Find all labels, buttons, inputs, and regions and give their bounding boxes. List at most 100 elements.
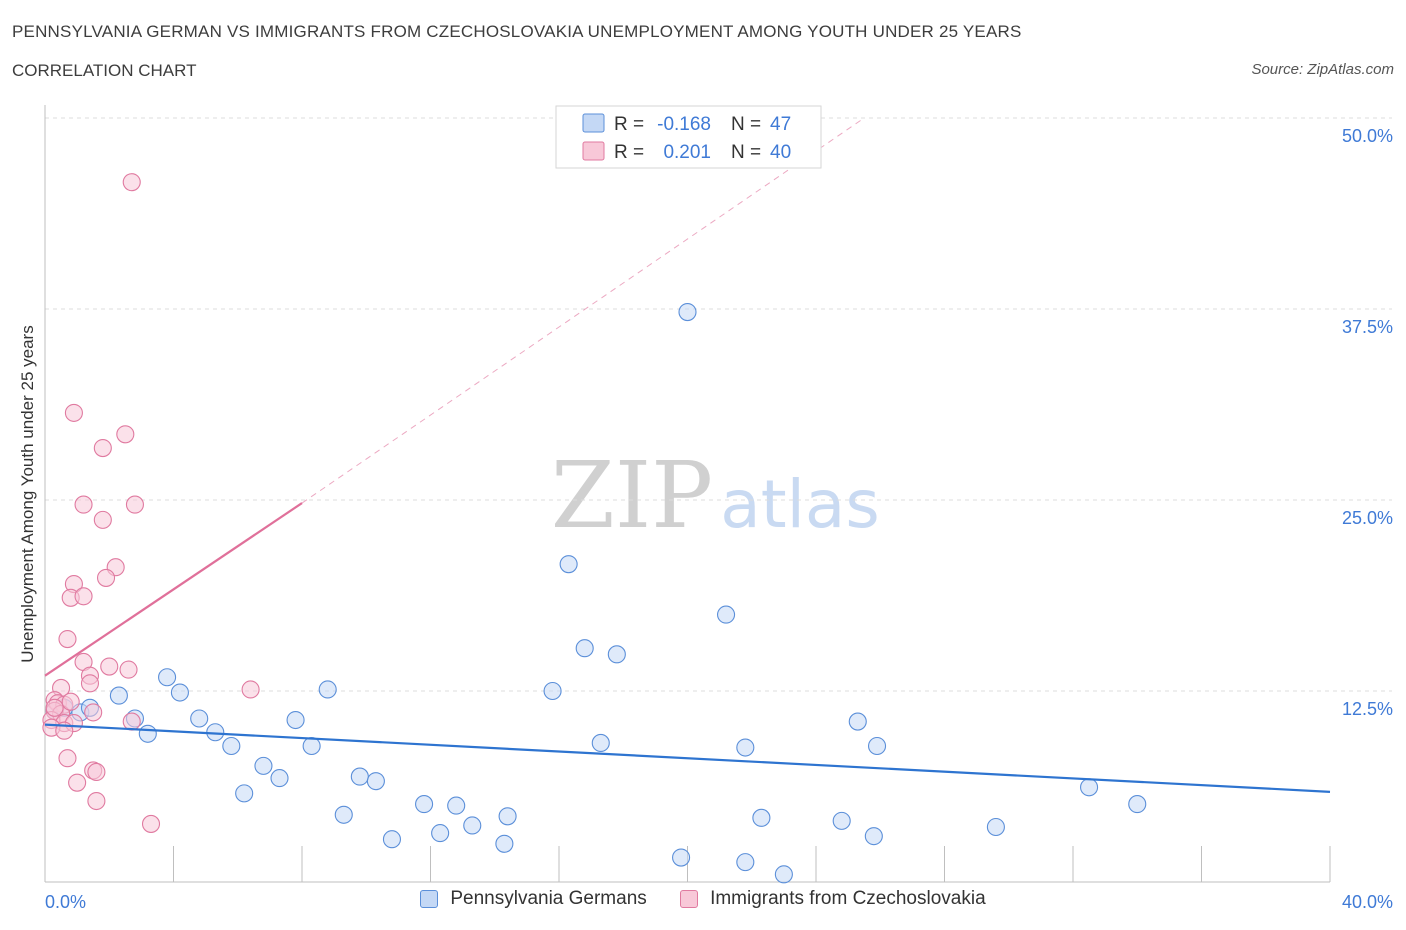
point-blue-8 <box>190 709 209 728</box>
point-blue-23 <box>447 796 466 815</box>
point-blue-39 <box>832 811 851 830</box>
stats-legend: R = -0.168 N = 47 R = 0.201 N = 40 <box>555 105 822 169</box>
series-pink <box>42 173 260 833</box>
y-tick-label-0: 12.5% <box>1342 699 1393 719</box>
point-blue-30 <box>591 733 610 753</box>
point-blue-44 <box>1080 778 1099 797</box>
point-pink-1 <box>64 403 83 422</box>
x-tick-label-max: 40.0% <box>1342 892 1393 912</box>
point-pink-39 <box>61 692 80 711</box>
point-blue-34 <box>716 605 736 624</box>
point-pink-12 <box>58 629 77 649</box>
legend-blue-r-value: -0.168 <box>657 114 711 135</box>
point-blue-38 <box>774 865 793 884</box>
point-blue-45 <box>1128 795 1147 814</box>
point-blue-33 <box>678 303 697 322</box>
point-blue-14 <box>286 710 305 730</box>
tick-labels: 12.5% 25.0% 37.5% 50.0% 0.0% 40.0% <box>45 126 1393 912</box>
y-tick-label-2: 37.5% <box>1342 317 1393 337</box>
x-tick-label-min: 0.0% <box>45 892 86 912</box>
chart-subtitle: CORRELATION CHART <box>12 61 197 80</box>
point-pink-17 <box>80 674 100 693</box>
point-pink-9 <box>96 568 116 587</box>
data-points <box>42 173 1147 884</box>
legend-pink-swatch <box>582 141 605 161</box>
point-pink-0 <box>122 173 141 192</box>
legend-label-czechoslovakia: Immigrants from Czechoslovakia <box>710 888 986 909</box>
legend-pink-r-label: R = <box>614 142 644 163</box>
point-blue-41 <box>864 827 883 846</box>
legend-item-czechoslovakia: Immigrants from Czechoslovakia <box>680 888 986 910</box>
legend-item-pennsylvania-germans: Pennsylvania Germans <box>420 888 647 910</box>
point-pink-29 <box>122 712 141 731</box>
watermark-atlas: atlas <box>720 466 880 543</box>
gridlines <box>45 117 1392 882</box>
point-blue-28 <box>559 555 578 574</box>
trendline-blue <box>44 723 1331 793</box>
legend-pink-r-value: 0.201 <box>663 142 711 163</box>
point-blue-3 <box>109 686 128 705</box>
point-blue-18 <box>350 767 369 786</box>
point-pink-2 <box>93 438 112 458</box>
y-tick-label-3: 50.0% <box>1342 126 1393 146</box>
point-blue-43 <box>986 817 1005 837</box>
point-blue-12 <box>254 756 273 775</box>
point-pink-35 <box>68 773 87 792</box>
point-pink-36 <box>87 791 106 811</box>
point-blue-20 <box>382 830 402 849</box>
legend-label-pennsylvania-germans: Pennsylvania Germans <box>450 888 647 909</box>
point-pink-37 <box>141 814 161 833</box>
point-blue-15 <box>302 736 321 756</box>
legend-blue-r-label: R = <box>614 114 644 135</box>
chart-title: PENNSYLVANIA GERMAN VS IMMIGRANTS FROM C… <box>12 22 1022 41</box>
trendline-pink <box>44 502 303 677</box>
trend-lines <box>44 117 1331 793</box>
point-pink-4 <box>74 495 93 514</box>
point-blue-5 <box>138 724 157 743</box>
point-pink-15 <box>119 660 138 679</box>
point-blue-35 <box>736 853 755 872</box>
legend-swatch-pink <box>680 890 699 908</box>
point-blue-36 <box>736 738 755 757</box>
point-pink-5 <box>93 510 112 529</box>
point-blue-24 <box>463 816 482 835</box>
point-pink-32 <box>58 749 77 768</box>
point-blue-13 <box>270 769 289 788</box>
point-pink-11 <box>74 587 93 606</box>
legend-blue-n-label: N = <box>731 114 761 135</box>
legend-blue-n-value: 47 <box>770 114 791 135</box>
watermark-zip: ZIP <box>551 442 713 549</box>
point-blue-16 <box>318 680 337 699</box>
point-blue-19 <box>366 772 385 791</box>
y-tick-label-1: 25.0% <box>1342 508 1393 528</box>
axes <box>44 105 1330 883</box>
point-blue-31 <box>607 645 626 664</box>
source-label: Source: ZipAtlas.com <box>1251 61 1394 78</box>
point-pink-34 <box>87 762 106 782</box>
point-blue-42 <box>867 736 887 756</box>
point-blue-21 <box>415 795 434 814</box>
legend-blue-swatch <box>582 113 605 133</box>
point-blue-10 <box>222 736 241 756</box>
point-blue-37 <box>752 808 771 827</box>
series-blue <box>45 303 1147 884</box>
series-legend: Pennsylvania Germans Immigrants from Cze… <box>0 888 1406 916</box>
legend-pink-n-value: 40 <box>770 142 791 163</box>
legend-pink-n-label: N = <box>731 142 761 163</box>
y-axis-title: Unemployment Among Youth under 25 years <box>18 325 37 662</box>
point-blue-27 <box>543 681 562 701</box>
point-pink-18 <box>241 680 260 699</box>
point-pink-14 <box>100 657 119 676</box>
point-pink-25 <box>84 703 103 722</box>
point-blue-11 <box>235 784 254 803</box>
point-pink-3 <box>116 425 135 444</box>
point-blue-17 <box>334 805 353 824</box>
point-blue-29 <box>575 639 594 658</box>
legend-swatch-blue <box>420 890 439 908</box>
point-pink-38 <box>45 698 64 717</box>
trendline-extension-pink <box>301 117 865 504</box>
point-blue-7 <box>170 683 189 702</box>
point-blue-32 <box>672 848 691 867</box>
point-pink-6 <box>125 495 144 514</box>
